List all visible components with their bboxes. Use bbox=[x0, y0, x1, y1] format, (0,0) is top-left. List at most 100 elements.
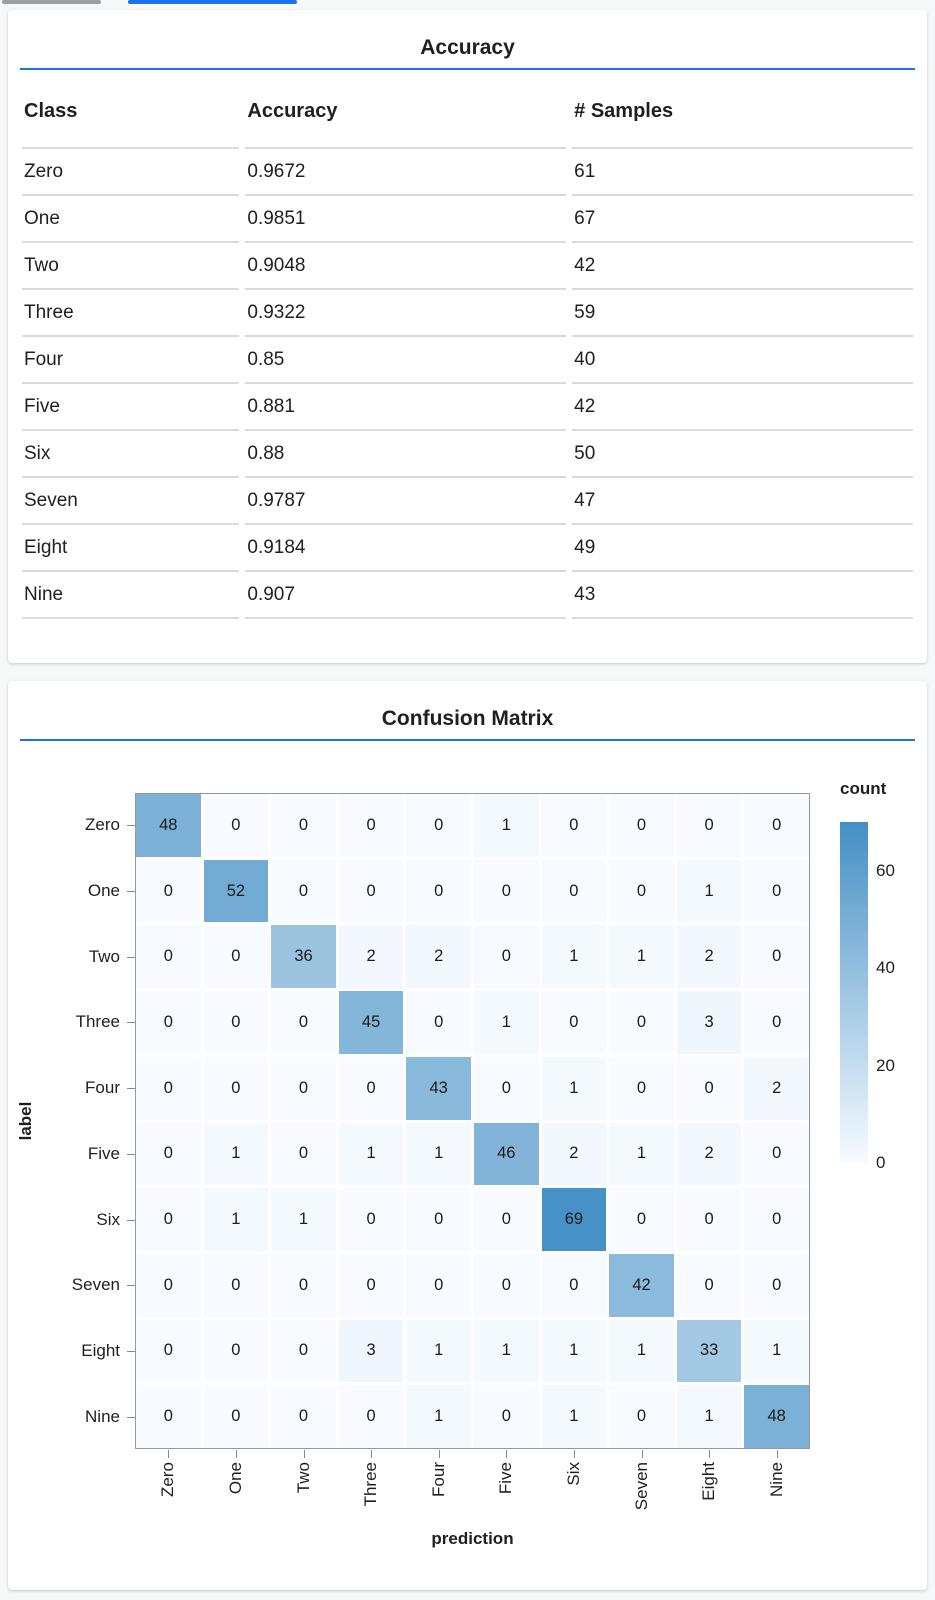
y-axis-tick bbox=[127, 825, 135, 827]
colorbar-tick-label: 0 bbox=[876, 1153, 886, 1172]
column-header: Class bbox=[24, 100, 78, 122]
heatmap-cell: 0 bbox=[744, 859, 809, 923]
heatmap-cell: 2 bbox=[676, 1122, 742, 1186]
heatmap-cell: 0 bbox=[271, 1385, 336, 1448]
heatmap-cell: 0 bbox=[744, 991, 809, 1054]
confusion-matrix-card: Confusion Matrix label 48 0 0 0 0 1 0 0 0 0 0 52 0 0 0… bbox=[8, 681, 927, 1590]
table-cell: 42 bbox=[572, 241, 913, 288]
table-cell: 0.88 bbox=[245, 429, 567, 476]
table-cell: Zero bbox=[22, 147, 240, 194]
heatmap-cell: 0 bbox=[541, 859, 607, 923]
y-axis-label: Eight bbox=[81, 1340, 120, 1360]
table-cell: 61 bbox=[572, 147, 913, 194]
x-axis-tick bbox=[168, 1450, 170, 1458]
table-cell: Four bbox=[22, 335, 240, 382]
heatmap-cell: 0 bbox=[744, 794, 809, 857]
accuracy-card: Accuracy Class Accuracy # Samples Zero 0.967… bbox=[8, 10, 927, 663]
heatmap-cell: 0 bbox=[676, 794, 742, 857]
x-axis-tick bbox=[709, 1450, 711, 1458]
heatmap-cell: 1 bbox=[406, 1385, 471, 1448]
colorbar-tick-label: 60 bbox=[876, 860, 895, 880]
heatmap-cell: 46 bbox=[473, 1122, 539, 1186]
colorbar-tick-label: 40 bbox=[876, 958, 895, 978]
heatmap-cell: 0 bbox=[271, 794, 336, 857]
x-axis-tick bbox=[506, 1450, 508, 1458]
heatmap-cell: 69 bbox=[541, 1188, 607, 1251]
x-axis-label: Nine bbox=[766, 1462, 786, 1497]
table-cell: 67 bbox=[572, 194, 913, 241]
x-axis-tick bbox=[371, 1450, 373, 1458]
table-cell: Three bbox=[22, 288, 240, 335]
heatmap-cell: 1 bbox=[676, 859, 742, 923]
y-axis-tick bbox=[127, 956, 135, 958]
heatmap-plot-area: 48 0 0 0 0 1 0 0 0 0 0 52 0 0 0 0 0 0 1 0 0 0 36 2 2 0 1 1 2 0 0 0 0 45 0 1… bbox=[135, 793, 810, 1449]
heatmap-cell: 0 bbox=[676, 1253, 742, 1317]
heatmap-cell: 2 bbox=[744, 1056, 809, 1120]
table-cell: 50 bbox=[572, 429, 913, 476]
heatmap-cell: 0 bbox=[136, 1122, 201, 1186]
heatmap-cell: 0 bbox=[676, 1056, 742, 1120]
heatmap-cell: 36 bbox=[271, 925, 336, 989]
y-axis-label: Seven bbox=[71, 1275, 120, 1295]
table-cell: Five bbox=[22, 382, 240, 429]
heatmap-cell: 0 bbox=[203, 1253, 269, 1317]
heatmap-cell: 1 bbox=[473, 794, 539, 857]
heatmap-cell: 0 bbox=[406, 1188, 471, 1251]
x-axis-tick bbox=[235, 1450, 237, 1458]
table-cell: Eight bbox=[22, 523, 240, 570]
tab-indicator-active[interactable] bbox=[128, 0, 297, 4]
accuracy-title-underline bbox=[20, 68, 915, 70]
table-cell: 0.9048 bbox=[245, 241, 567, 288]
heatmap-cell: 3 bbox=[338, 1319, 404, 1383]
tab-indicator-inactive[interactable] bbox=[2, 0, 101, 4]
heatmap-cell: 0 bbox=[609, 1385, 674, 1448]
heatmap-cell: 1 bbox=[203, 1188, 269, 1251]
x-axis-tick bbox=[573, 1450, 575, 1458]
heatmap-cell: 48 bbox=[136, 794, 201, 857]
heatmap-cell: 1 bbox=[271, 1188, 336, 1251]
heatmap-cell: 0 bbox=[136, 859, 201, 923]
heatmap-cell: 0 bbox=[136, 1253, 201, 1317]
heatmap-cell: 0 bbox=[406, 859, 471, 923]
table-cell: 59 bbox=[572, 288, 913, 335]
y-axis-tick bbox=[127, 891, 135, 893]
table-cell: 0.9322 bbox=[245, 288, 567, 335]
heatmap-cell: 0 bbox=[473, 1385, 539, 1448]
heatmap-cell: 0 bbox=[338, 1188, 404, 1251]
heatmap-cell: 0 bbox=[271, 1122, 336, 1186]
heatmap-cell: 33 bbox=[676, 1319, 742, 1383]
heatmap-cell: 0 bbox=[541, 991, 607, 1054]
heatmap-cell: 0 bbox=[136, 1188, 201, 1251]
heatmap-cell: 0 bbox=[609, 1188, 674, 1251]
y-axis-tick bbox=[127, 1022, 135, 1024]
heatmap-cell: 0 bbox=[203, 1385, 269, 1448]
confusion-title-underline bbox=[20, 739, 915, 741]
y-axis-tick bbox=[127, 1416, 135, 1418]
heatmap-cell: 0 bbox=[338, 1385, 404, 1448]
heatmap-cell: 52 bbox=[203, 859, 269, 923]
y-axis-tick bbox=[127, 1350, 135, 1352]
table-cell: Nine bbox=[22, 570, 240, 619]
table-cell: 0.9184 bbox=[245, 523, 567, 570]
y-axis-label: Zero bbox=[85, 815, 120, 835]
x-axis-tick bbox=[776, 1450, 778, 1458]
heatmap-cell: 0 bbox=[609, 859, 674, 923]
heatmap-cell: 0 bbox=[473, 1253, 539, 1317]
x-axis-tick bbox=[438, 1450, 440, 1458]
heatmap-cell: 1 bbox=[406, 1122, 471, 1186]
accuracy-table: Class Accuracy # Samples Zero 0.9672 61 One 0.9… bbox=[22, 70, 913, 619]
table-cell: 49 bbox=[572, 523, 913, 570]
x-axis-tick bbox=[641, 1450, 643, 1458]
heatmap-cell: 0 bbox=[473, 1188, 539, 1251]
heatmap-cell: 1 bbox=[541, 1319, 607, 1383]
y-axis-label: Nine bbox=[85, 1406, 120, 1426]
heatmap-cell: 2 bbox=[338, 925, 404, 989]
heatmap-cell: 0 bbox=[406, 991, 471, 1054]
y-axis-tick bbox=[127, 1153, 135, 1155]
heatmap-cell: 0 bbox=[338, 859, 404, 923]
heatmap-cell: 0 bbox=[271, 991, 336, 1054]
heatmap-cell: 0 bbox=[473, 859, 539, 923]
heatmap-cell: 0 bbox=[203, 1319, 269, 1383]
heatmap-cell: 0 bbox=[136, 1385, 201, 1448]
heatmap-cell: 0 bbox=[473, 925, 539, 989]
